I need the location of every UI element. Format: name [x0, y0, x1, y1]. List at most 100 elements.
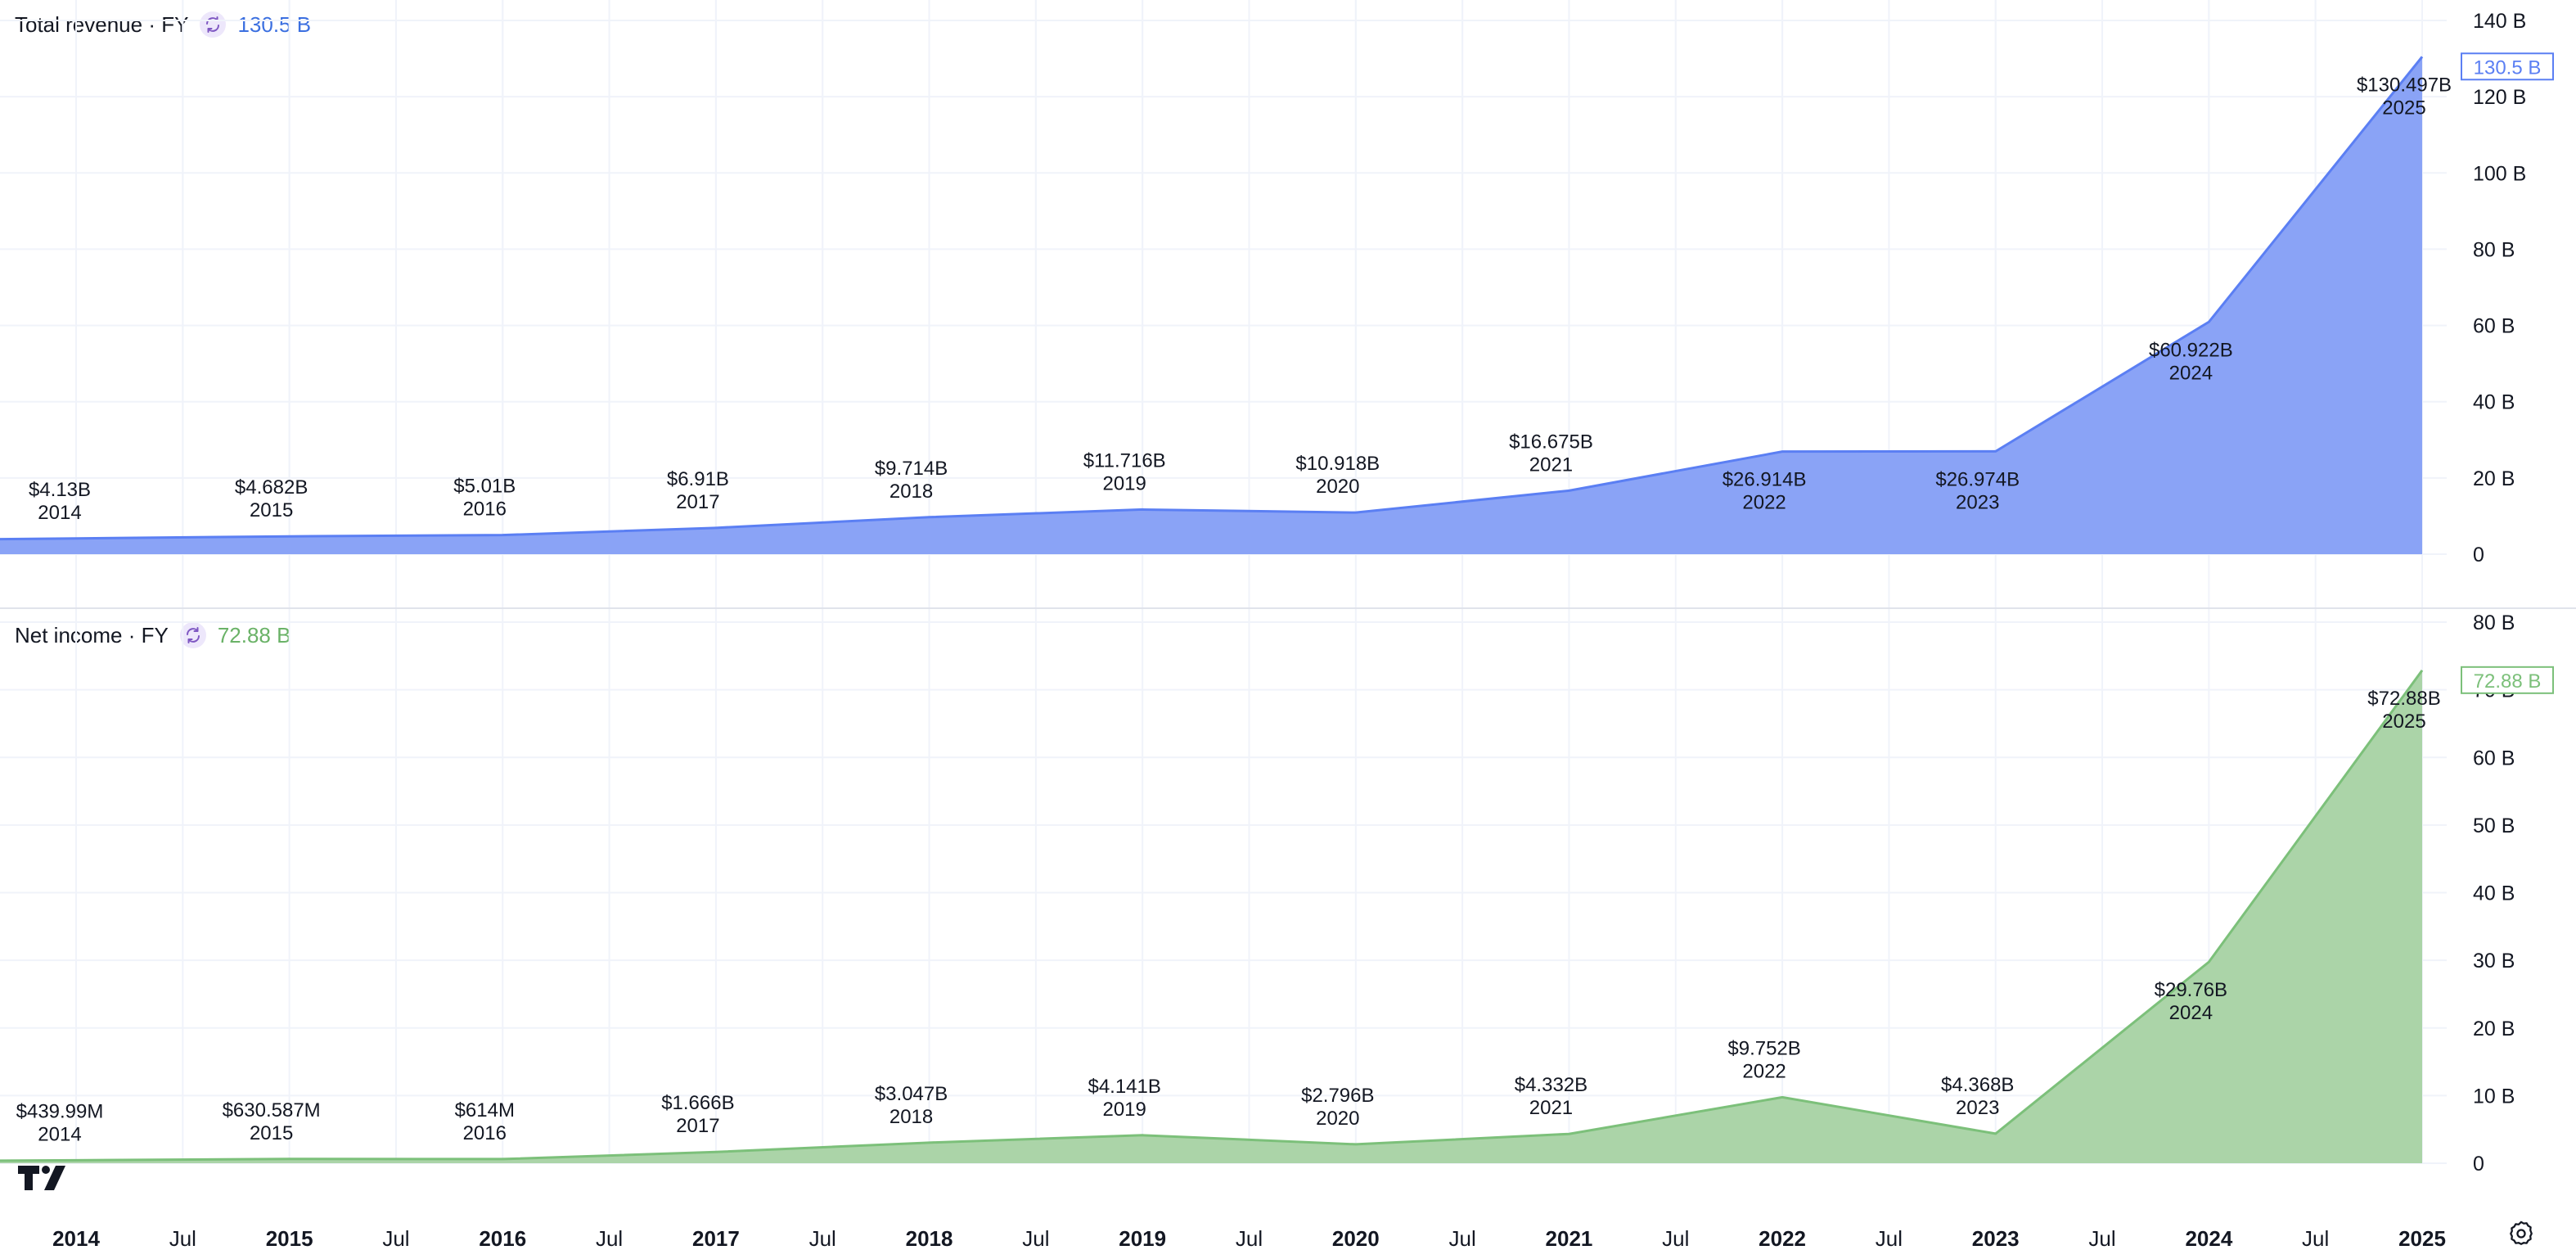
data-value-label: $4.13B [29, 479, 91, 501]
data-value-label: $60.922B [2149, 339, 2233, 361]
data-year-label: 2018 [889, 481, 933, 503]
revenue-title: Total revenue · FY [15, 11, 189, 37]
x-tick-label: 2017 [692, 1226, 740, 1251]
y-tick-label: 20 B [2473, 1018, 2515, 1040]
y-tick-label: 0 [2473, 544, 2484, 566]
y-tick-label: 40 B [2473, 882, 2515, 905]
data-value-label: $9.714B [875, 458, 948, 480]
data-value-label: $3.047B [875, 1083, 948, 1105]
data-value-label: $614M [455, 1099, 515, 1121]
data-year-label: 2024 [2169, 1002, 2213, 1024]
sync-icon[interactable] [200, 11, 227, 38]
y-tick-label: 80 B [2473, 238, 2515, 261]
x-tick-label: Jul [1022, 1226, 1049, 1251]
data-year-label: 2015 [250, 1122, 293, 1144]
data-value-label: $439.99M [16, 1100, 104, 1122]
data-value-label: $26.914B [1723, 469, 1807, 491]
current-value-badge [2461, 52, 2554, 81]
series-area [0, 56, 2422, 554]
data-value-label: $72.88B [2367, 688, 2440, 710]
data-year-label: 2021 [1529, 1097, 1573, 1119]
data-value-label: $2.796B [1301, 1085, 1374, 1107]
data-year-label: 2024 [2169, 362, 2213, 384]
sync-icon[interactable] [179, 622, 206, 648]
data-year-label: 2017 [676, 491, 719, 513]
data-value-label: $4.141B [1088, 1076, 1160, 1098]
y-tick-label: 120 B [2473, 86, 2526, 109]
revenue-current-value: 130.5 B [237, 11, 312, 37]
x-tick-label: 2019 [1119, 1226, 1166, 1251]
data-value-label: $26.974B [1935, 468, 2020, 490]
x-tick-label: 2024 [2185, 1226, 2232, 1251]
x-tick-label: Jul [169, 1226, 196, 1251]
data-value-label: $11.716B [1083, 449, 1166, 472]
data-value-label: $130.497B [2357, 74, 2452, 96]
net-income-pane-header: Net income · FY 72.88 B [15, 619, 290, 652]
data-year-label: 2016 [463, 499, 507, 521]
x-tick-label: Jul [382, 1226, 409, 1251]
data-labels: $4.13B2014$4.682B2015$5.01B2016$6.91B201… [16, 74, 2452, 1145]
data-value-label: $4.332B [1515, 1074, 1587, 1096]
data-year-label: 2014 [38, 502, 81, 524]
y-tick-label: 40 B [2473, 391, 2515, 414]
data-year-label: 2025 [2382, 97, 2425, 119]
x-tick-label: Jul [1662, 1226, 1689, 1251]
data-year-label: 2022 [1742, 1060, 1786, 1082]
data-year-label: 2023 [1956, 491, 1999, 513]
series-area [0, 670, 2422, 1163]
data-year-label: 2022 [1742, 492, 1786, 514]
net-income-current-value: 72.88 B [217, 622, 291, 648]
x-tick-label: 2020 [1332, 1226, 1380, 1251]
x-axis: 2014 Jul 2015 Jul 2016 Jul 2017 Jul 2018 Jul 2019 J… [52, 1226, 2446, 1251]
current-value-badge-text: 72.88 B [2474, 670, 2542, 693]
x-tick-label: Jul [596, 1226, 623, 1251]
x-tick-label: Jul [809, 1226, 836, 1251]
tradingview-logo-icon[interactable] [16, 1162, 70, 1196]
x-tick-label: 2015 [266, 1226, 313, 1251]
data-year-label: 2018 [889, 1106, 933, 1128]
data-year-label: 2014 [38, 1123, 81, 1145]
x-tick-label: 2022 [1759, 1226, 1806, 1251]
data-value-label: $1.666B [661, 1092, 734, 1114]
data-value-label: $10.918B [1295, 453, 1380, 475]
x-tick-label: Jul [2302, 1226, 2329, 1251]
current-value-badge-text: 130.5 B [2474, 56, 2542, 79]
y-tick-label: 80 B [2473, 611, 2515, 634]
data-value-label: $5.01B [453, 476, 516, 498]
x-tick-label: Jul [2088, 1226, 2115, 1251]
y-axes: 0 20 B 40 B 60 B 80 B 100 B 120 B 140 B 130.5 B 0… [2461, 10, 2554, 1176]
data-value-label: $630.587M [223, 1099, 321, 1121]
data-year-label: 2020 [1316, 476, 1359, 498]
data-value-label: $4.682B [235, 476, 308, 499]
current-value-badge [2461, 666, 2554, 694]
x-tick-label: 2021 [1546, 1226, 1593, 1251]
data-value-label: $16.675B [1509, 431, 1593, 453]
revenue-pane-header: Total revenue · FY 130.5 B [15, 8, 311, 41]
y-tick-label: 60 B [2473, 315, 2515, 338]
x-tick-label: 2014 [52, 1226, 100, 1251]
data-value-label: $4.368B [1941, 1074, 2014, 1096]
data-year-label: 2023 [1956, 1097, 1999, 1119]
settings-gear-icon[interactable] [2507, 1220, 2535, 1252]
data-year-label: 2021 [1529, 454, 1573, 476]
data-value-label: $9.752B [1727, 1037, 1800, 1059]
x-tick-label: 2018 [906, 1226, 953, 1251]
y-tick-label: 20 B [2473, 467, 2515, 490]
data-year-label: 2017 [676, 1115, 719, 1137]
y-tick-label: 60 B [2473, 747, 2515, 769]
x-tick-label: Jul [1876, 1226, 1903, 1251]
data-value-label: $6.91B [667, 468, 729, 490]
y-tick-label: 30 B [2473, 950, 2515, 972]
data-value-label: $29.76B [2155, 979, 2227, 1001]
y-tick-label: 10 B [2473, 1085, 2515, 1108]
y-tick-label: 50 B [2473, 815, 2515, 837]
data-year-label: 2025 [2382, 711, 2425, 733]
data-year-label: 2016 [463, 1122, 507, 1144]
x-tick-label: 2016 [479, 1226, 526, 1251]
areas [0, 56, 2424, 1163]
x-tick-label: Jul [1236, 1226, 1263, 1251]
x-tick-label: Jul [1449, 1226, 1476, 1251]
x-tick-label: 2025 [2398, 1226, 2446, 1251]
